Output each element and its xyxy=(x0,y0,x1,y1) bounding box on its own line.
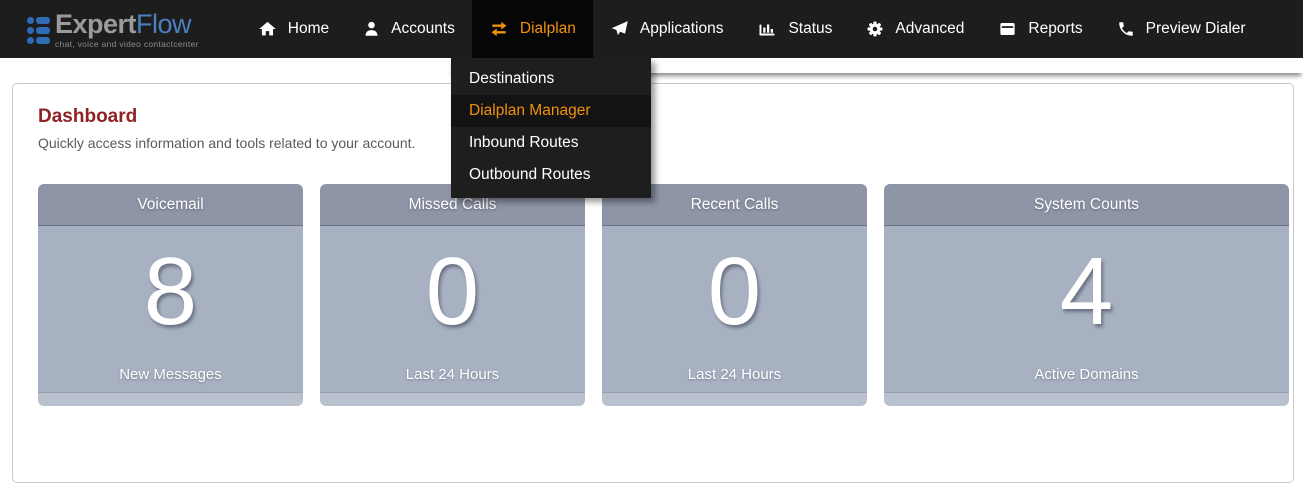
home-icon xyxy=(258,20,277,38)
dashboard-panel: Dashboard Quickly access information and… xyxy=(12,83,1294,483)
missed-calls-count: 0 xyxy=(425,238,480,345)
gear-icon xyxy=(866,20,884,38)
brand-name-primary: Expert xyxy=(55,8,137,39)
system-counts-card-title[interactable]: System Counts xyxy=(884,184,1289,226)
nav-item-dialplan[interactable]: Dialplan xyxy=(471,0,593,58)
missed-calls-caption: Last 24 Hours xyxy=(405,366,500,383)
card-footer xyxy=(884,392,1289,406)
exchange-arrows-icon xyxy=(489,20,509,38)
dropdown-item-inbound-routes[interactable]: Inbound Routes xyxy=(469,134,579,151)
navbar-shadow-strip xyxy=(451,58,1303,73)
nav-item-label: Accounts xyxy=(391,20,455,37)
nav-item-applications[interactable]: Applications xyxy=(593,0,741,58)
nav-item-advanced[interactable]: Advanced xyxy=(849,0,981,58)
nav-item-label: Dialplan xyxy=(519,20,576,37)
nav-item-status[interactable]: Status xyxy=(740,0,849,58)
user-icon xyxy=(363,20,380,38)
navbar: ExpertFlow chat, voice and video contact… xyxy=(0,0,1303,58)
nav-item-label: Applications xyxy=(639,20,724,37)
page-subtitle: Quickly access information and tools rel… xyxy=(38,135,416,151)
nav-item-label: Reports xyxy=(1028,20,1083,37)
brand-text: ExpertFlow chat, voice and video contact… xyxy=(55,10,199,49)
paper-plane-icon xyxy=(610,20,629,38)
dialplan-dropdown-menu: Destinations Dialplan Manager Inbound Ro… xyxy=(451,58,651,198)
main-nav: Home Accounts Dialplan Appl xyxy=(241,0,1263,58)
nav-item-home[interactable]: Home xyxy=(241,0,346,58)
voicemail-count: 8 xyxy=(143,238,198,345)
dropdown-item-dialplan-manager[interactable]: Dialplan Manager xyxy=(451,95,651,127)
card-footer xyxy=(320,392,585,406)
card-footer xyxy=(602,392,867,406)
dashboard-cards-row: Voicemail 8 New Messages Missed Calls 0 … xyxy=(38,184,1293,406)
recent-calls-card-body: 0 Last 24 Hours xyxy=(602,226,867,392)
nav-item-reports[interactable]: Reports xyxy=(981,0,1099,58)
bar-chart-icon xyxy=(757,20,777,38)
report-window-icon xyxy=(998,20,1017,38)
recent-calls-caption: Last 24 Hours xyxy=(687,366,782,383)
system-counts-caption: Active Domains xyxy=(1034,366,1139,383)
voicemail-card: Voicemail 8 New Messages xyxy=(38,184,303,406)
recent-calls-count: 0 xyxy=(707,238,762,345)
voicemail-caption: New Messages xyxy=(119,366,222,383)
system-counts-card: System Counts 4 Active Domains xyxy=(884,184,1289,406)
dropdown-item-destinations[interactable]: Destinations xyxy=(469,70,555,87)
brand-name-secondary: Flow xyxy=(136,8,192,39)
missed-calls-card: Missed Calls 0 Last 24 Hours xyxy=(320,184,585,406)
recent-calls-card: Recent Calls 0 Last 24 Hours xyxy=(602,184,867,406)
system-counts-value: 4 xyxy=(1059,238,1114,345)
nav-item-label: Home xyxy=(287,20,330,37)
page-title: Dashboard xyxy=(38,106,138,127)
card-footer xyxy=(38,392,303,406)
nav-item-label: Status xyxy=(788,20,833,37)
brand-logo-icon xyxy=(27,16,50,44)
nav-item-label: Preview Dialer xyxy=(1145,20,1246,37)
voicemail-card-body: 8 New Messages xyxy=(38,226,303,392)
voicemail-card-title[interactable]: Voicemail xyxy=(38,184,303,226)
nav-item-accounts[interactable]: Accounts xyxy=(346,0,472,58)
phone-icon xyxy=(1117,20,1135,38)
brand-tagline: chat, voice and video contactcenter xyxy=(55,38,199,49)
nav-item-label: Advanced xyxy=(895,20,965,37)
dropdown-item-outbound-routes[interactable]: Outbound Routes xyxy=(469,166,591,183)
nav-item-preview-dialer[interactable]: Preview Dialer xyxy=(1100,0,1263,58)
brand[interactable]: ExpertFlow chat, voice and video contact… xyxy=(27,10,199,49)
system-counts-card-body: 4 Active Domains xyxy=(884,226,1289,392)
missed-calls-card-body: 0 Last 24 Hours xyxy=(320,226,585,392)
